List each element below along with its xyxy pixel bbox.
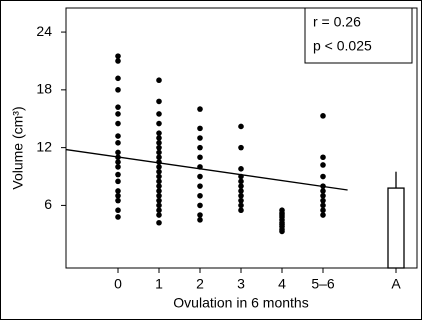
x-axis-label: Ovulation in 6 months [173,295,308,311]
point [197,217,203,223]
point [115,104,121,110]
y-axis-label: Volume (cm³) [10,106,26,189]
point [320,113,326,119]
point [156,168,162,175]
y-tick-label: 18 [36,81,52,97]
point [115,207,121,214]
point [115,120,121,127]
x-tick-label: 2 [196,276,204,292]
point [197,212,203,218]
point [320,197,326,204]
point [156,183,162,189]
point [320,192,326,199]
point [115,188,121,194]
point [197,154,203,161]
point [238,183,244,189]
point [320,188,326,194]
point [238,197,244,204]
point [115,111,121,117]
bar [387,187,405,269]
point [115,197,121,204]
point [115,53,121,59]
y-tick-label: 24 [36,23,52,39]
y-tick-label: 6 [44,196,52,212]
point [115,75,121,82]
point [115,178,121,185]
point [156,197,162,204]
point [197,173,203,180]
point [156,212,162,218]
point [156,111,162,117]
point [156,207,162,214]
trend-line [65,148,348,191]
x-tick-label: 0 [114,276,122,292]
point [156,219,162,226]
point [156,164,162,170]
x-tick-label: 5–6 [311,276,335,292]
point [156,98,162,105]
point [320,173,326,180]
point [156,188,162,194]
point [238,123,244,130]
point [115,192,121,199]
point [320,207,326,214]
point [320,154,326,161]
point [197,106,203,112]
point [197,202,203,209]
point [197,183,203,189]
point [115,159,121,165]
point [238,178,244,185]
point [320,162,326,168]
point [115,58,121,64]
point [156,120,162,127]
point [156,154,162,161]
point [156,173,162,180]
point [197,125,203,132]
point [197,135,203,141]
point [115,87,121,93]
point [238,144,244,151]
x-tick-label: 3 [237,276,245,292]
point [156,202,162,209]
point [279,228,285,235]
point [156,192,162,199]
annotation-box [304,7,413,64]
x-tick-label: A [391,276,401,292]
point [115,171,121,178]
point [197,192,203,199]
annotation: p < 0.025 [313,38,372,54]
point [156,130,162,136]
y-tick-label: 12 [36,138,52,154]
point [238,202,244,209]
point [320,202,326,209]
point [238,188,244,194]
point [238,192,244,199]
point [156,140,162,146]
point [156,77,162,84]
point [115,214,121,220]
point [156,149,162,156]
point [238,207,244,214]
x-tick-label: 4 [278,276,286,292]
x-tick-label: 1 [155,276,163,292]
point [320,212,326,218]
annotation: r = 0.26 [313,14,361,30]
point [115,133,121,139]
point [156,144,162,151]
point [238,166,244,172]
point [156,135,162,141]
point [115,149,121,156]
point [197,144,203,151]
point [156,178,162,185]
point [115,164,121,170]
point [115,140,121,146]
